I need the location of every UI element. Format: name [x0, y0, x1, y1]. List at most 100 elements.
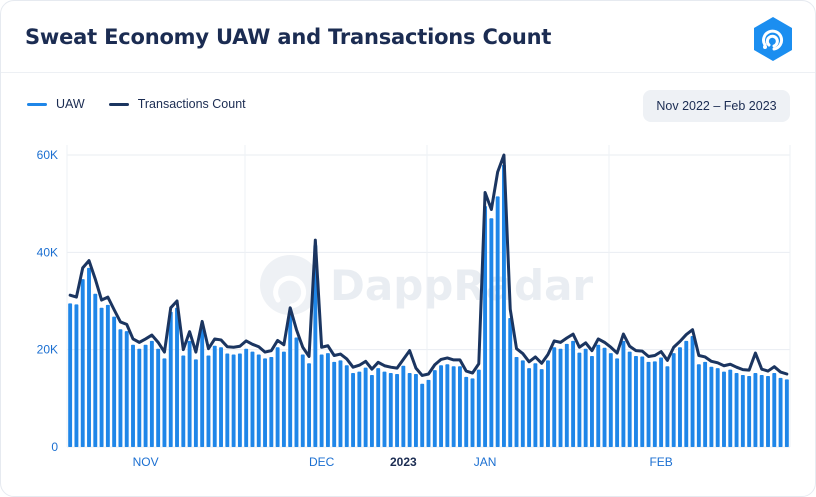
uaw-bar[interactable] [244, 348, 249, 447]
uaw-bar[interactable] [99, 307, 104, 447]
uaw-bar[interactable] [772, 373, 777, 447]
uaw-bar[interactable] [219, 347, 223, 447]
uaw-bar[interactable] [734, 373, 739, 447]
uaw-bar[interactable] [288, 314, 293, 447]
uaw-bar[interactable] [357, 371, 362, 447]
uaw-bar[interactable] [193, 359, 198, 447]
uaw-bar[interactable] [269, 356, 274, 447]
uaw-bar[interactable] [225, 353, 230, 447]
uaw-bar[interactable] [281, 351, 286, 447]
uaw-bar[interactable] [275, 347, 280, 447]
uaw-bar[interactable] [237, 353, 242, 447]
uaw-bar[interactable] [784, 379, 789, 447]
uaw-bar[interactable] [778, 377, 783, 447]
uaw-bar[interactable] [715, 368, 720, 447]
uaw-bar[interactable] [118, 329, 123, 447]
uaw-bar[interactable] [533, 363, 538, 447]
uaw-bar[interactable] [325, 353, 330, 447]
uaw-bar[interactable] [212, 345, 217, 447]
uaw-bar[interactable] [577, 352, 582, 447]
uaw-bar[interactable] [420, 383, 425, 447]
uaw-bar[interactable] [527, 368, 532, 447]
uaw-bar[interactable] [464, 376, 469, 447]
uaw-bar[interactable] [766, 375, 770, 447]
uaw-bar[interactable] [583, 348, 588, 447]
uaw-bar[interactable] [703, 361, 708, 447]
uaw-bar[interactable] [344, 365, 349, 447]
uaw-bar[interactable] [231, 354, 236, 447]
uaw-bar[interactable] [319, 354, 324, 447]
legend-item-transactions[interactable]: Transactions Count [108, 97, 246, 111]
uaw-bar[interactable] [162, 358, 167, 447]
uaw-bar[interactable] [124, 331, 129, 447]
uaw-bar[interactable] [520, 360, 525, 447]
uaw-bar[interactable] [112, 316, 117, 447]
uaw-bar[interactable] [665, 366, 670, 447]
uaw-bar[interactable] [608, 353, 613, 447]
uaw-bar[interactable] [627, 351, 632, 447]
uaw-bar[interactable] [759, 374, 764, 447]
uaw-bar[interactable] [514, 356, 519, 447]
uaw-bar[interactable] [476, 369, 481, 447]
uaw-bar[interactable] [671, 353, 676, 447]
uaw-bar[interactable] [369, 374, 374, 447]
uaw-bar[interactable] [149, 340, 154, 447]
uaw-bar[interactable] [388, 373, 393, 447]
uaw-bar[interactable] [313, 245, 318, 447]
uaw-bar[interactable] [187, 340, 192, 447]
uaw-bar[interactable] [206, 355, 211, 447]
uaw-bar[interactable] [508, 318, 513, 447]
uaw-bar[interactable] [376, 368, 381, 447]
uaw-bar[interactable] [143, 344, 148, 447]
uaw-bar[interactable] [300, 354, 305, 447]
uaw-bar[interactable] [652, 361, 657, 447]
uaw-bar[interactable] [263, 358, 267, 447]
uaw-bar[interactable] [413, 374, 418, 447]
uaw-bar[interactable] [87, 267, 91, 447]
uaw-bar[interactable] [546, 360, 550, 447]
uaw-bar[interactable] [615, 358, 620, 447]
uaw-bar[interactable] [451, 366, 456, 447]
uaw-bar[interactable] [181, 355, 186, 447]
uaw-bar[interactable] [747, 375, 752, 447]
uaw-bar[interactable] [722, 371, 726, 447]
uaw-bar[interactable] [74, 304, 79, 447]
uaw-bar[interactable] [156, 348, 161, 447]
legend-item-uaw[interactable]: UAW [27, 97, 85, 111]
uaw-bar[interactable] [363, 367, 368, 447]
uaw-bar[interactable] [332, 361, 337, 447]
uaw-bar[interactable] [137, 348, 142, 447]
uaw-bar[interactable] [634, 355, 638, 447]
uaw-bar[interactable] [256, 354, 261, 447]
uaw-bar[interactable] [709, 366, 714, 447]
uaw-bar[interactable] [690, 336, 695, 447]
uaw-bar[interactable] [602, 347, 607, 447]
uaw-bar[interactable] [307, 363, 311, 447]
uaw-bar[interactable] [175, 307, 179, 447]
uaw-bar[interactable] [489, 218, 494, 447]
uaw-bar[interactable] [564, 343, 569, 447]
uaw-bar[interactable] [93, 293, 98, 447]
uaw-bar[interactable] [539, 369, 544, 447]
uaw-bar[interactable] [571, 340, 576, 447]
uaw-bar[interactable] [338, 360, 343, 447]
uaw-bar[interactable] [501, 164, 506, 448]
uaw-bar[interactable] [684, 340, 689, 447]
uaw-bar[interactable] [131, 344, 135, 447]
uaw-bar[interactable] [105, 304, 110, 447]
uaw-bar[interactable] [250, 351, 255, 447]
uaw-bar[interactable] [495, 196, 500, 447]
uaw-bar[interactable] [407, 373, 412, 447]
uaw-bar[interactable] [659, 357, 664, 447]
uaw-bar[interactable] [68, 303, 73, 447]
uaw-bar[interactable] [445, 364, 450, 447]
uaw-bar[interactable] [80, 279, 85, 447]
uaw-bar[interactable] [439, 365, 444, 447]
uaw-bar[interactable] [401, 365, 406, 447]
uaw-bar[interactable] [596, 344, 601, 447]
uaw-bar[interactable] [678, 347, 682, 447]
uaw-bar[interactable] [552, 347, 557, 447]
uaw-bar[interactable] [294, 337, 299, 448]
uaw-bar[interactable] [728, 369, 733, 447]
uaw-bar[interactable] [483, 206, 488, 447]
